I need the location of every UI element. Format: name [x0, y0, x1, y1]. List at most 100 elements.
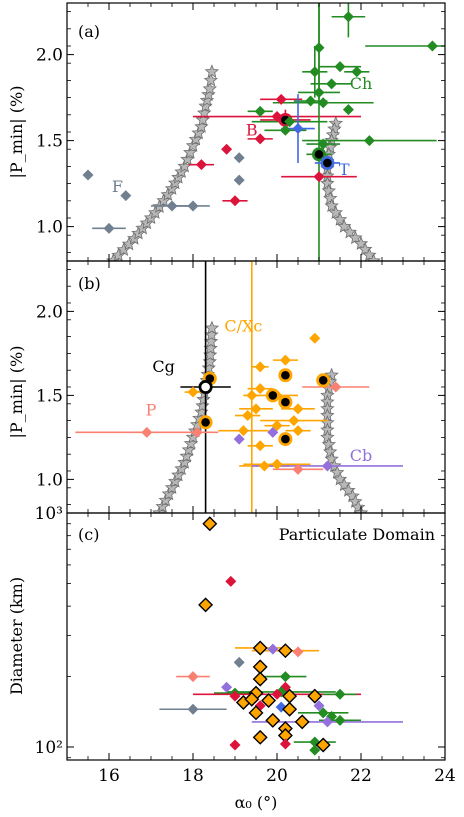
panel-c-ylabel: Diameter (km) [7, 577, 26, 695]
diameter-marker-highlighted [282, 701, 298, 717]
x-tick-label: 18 [182, 766, 204, 786]
polarization-marker [342, 104, 354, 116]
polarization-marker [309, 332, 321, 344]
diameter-marker-highlighted [294, 714, 310, 730]
highlight-core [314, 150, 324, 159]
polarization-marker [313, 86, 325, 98]
polarization-marker [187, 200, 199, 212]
diameter-marker-highlighted [261, 693, 277, 709]
highlight-core [318, 375, 328, 385]
highlight-core [201, 382, 210, 392]
y-tick-label: 1.0 [36, 218, 63, 238]
class-annotation: Ch [350, 74, 373, 93]
polarization-marker [313, 42, 325, 54]
panel-a-label: (a) [78, 22, 100, 41]
panel-b-ticks: 1.0 1.5 2.0 [36, 261, 445, 513]
model-curve-star [203, 72, 218, 87]
panel-b: 1.0 1.5 2.0 (b) C/Xc Cg P Cb |P_min| (%) [7, 260, 446, 514]
diameter-marker-highlighted [307, 688, 323, 704]
y-tick-label: 10² [35, 738, 63, 758]
diameter-marker [334, 688, 346, 700]
y-tick-label: 1.5 [36, 386, 63, 406]
diameter-marker [292, 646, 304, 658]
diameter-marker [221, 681, 233, 693]
diameter-marker-highlighted [265, 712, 281, 728]
polarization-marker [275, 93, 287, 105]
polarization-marker [288, 415, 300, 427]
polarization-marker [267, 426, 279, 438]
diameter-marker-highlighted [198, 597, 214, 613]
polarization-marker [187, 386, 199, 398]
panel-b-markers [141, 332, 342, 475]
polarization-marker [334, 61, 346, 73]
panel-b-frame [66, 260, 446, 514]
model-curve-star [321, 437, 336, 451]
panel-b-annotations: C/Xc Cg P Cb [146, 317, 373, 465]
highlight-core [201, 417, 210, 427]
model-curve-star [320, 176, 335, 190]
class-annotation: Cg [152, 357, 174, 376]
panel-a-plot [82, 3, 445, 261]
panel-a-ylabel: |P_min| (%) [7, 86, 26, 179]
panel-b-ylabel: |P_min| (%) [7, 346, 26, 439]
highlight-core [281, 370, 290, 380]
polarization-marker [242, 410, 254, 422]
class-annotation: F [112, 177, 123, 196]
x-tick-label: 20 [266, 766, 288, 786]
panel-a-model-curves [106, 64, 381, 261]
y-tick-label: 1.0 [36, 470, 63, 490]
panel-c-plot [159, 516, 403, 756]
polarization-marker [351, 66, 363, 78]
polarization-marker [237, 425, 249, 437]
diameter-marker [313, 700, 325, 712]
class-annotation: C/Xc [224, 317, 262, 336]
highlight-core [281, 434, 290, 444]
diameter-marker-highlighted [202, 516, 218, 532]
x-axis-label: α₀ (°) [235, 793, 278, 812]
panel-a-annotations: F B Ch T [112, 74, 372, 196]
polarization-marker [254, 133, 266, 145]
polarization-marker [284, 116, 296, 128]
polarization-marker [271, 458, 283, 470]
diameter-marker-highlighted [252, 729, 268, 745]
diameter-marker-highlighted [252, 659, 268, 675]
polarization-marker [233, 152, 245, 164]
y-tick-label: 2.0 [36, 46, 63, 66]
model-curve-star [202, 81, 217, 96]
polarization-marker [233, 174, 245, 186]
model-curve-star [204, 320, 220, 335]
panel-a-markers [82, 11, 438, 234]
panel-b-plot [75, 261, 403, 513]
polarization-marker [279, 124, 291, 136]
x-axis-ticks: 16 18 20 22 24 [98, 766, 456, 786]
diameter-marker [233, 656, 245, 668]
model-curve-star [323, 444, 338, 459]
polarization-marker [326, 78, 338, 90]
polarization-marker [292, 123, 304, 135]
diameter-marker [309, 744, 321, 756]
x-tick-label: 22 [350, 766, 372, 786]
polarization-marker [103, 222, 115, 234]
diameter-marker [279, 671, 291, 683]
panel-a-ticks: 1.0 1.5 2.0 [36, 3, 445, 261]
polarization-marker [82, 169, 94, 181]
class-annotation: Cb [350, 446, 372, 465]
class-annotation: T [339, 160, 350, 179]
polarization-marker [313, 171, 325, 183]
panel-c-frame [66, 512, 446, 761]
polarization-marker [271, 111, 283, 123]
polarization-marker [426, 40, 438, 52]
polarization-marker [330, 381, 342, 393]
polarization-marker [221, 143, 233, 155]
diameter-marker [187, 671, 199, 683]
highlight-core [268, 391, 278, 400]
diameter-marker [321, 716, 333, 728]
polarization-marker [166, 200, 178, 212]
model-curve-star [342, 224, 358, 239]
model-curve-star [348, 230, 363, 245]
diameter-marker [271, 688, 283, 700]
diameter-marker-highlighted [248, 705, 264, 721]
panel-a-errorbars [92, 3, 445, 261]
polarization-marker [305, 95, 317, 107]
